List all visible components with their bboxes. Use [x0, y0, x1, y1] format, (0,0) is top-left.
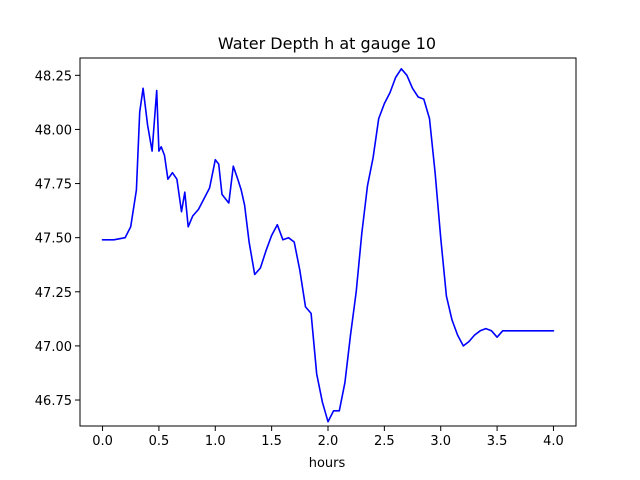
x-tick-label: 2.0 — [318, 434, 339, 449]
y-tick-label: 47.50 — [35, 232, 72, 247]
y-tick-label: 48.00 — [35, 123, 72, 138]
y-tick-label: 47.00 — [35, 340, 72, 355]
x-tick-label: 3.5 — [487, 434, 508, 449]
x-tick-label: 1.0 — [205, 434, 226, 449]
x-tick-label: 4.0 — [543, 434, 564, 449]
x-tick-label: 0.5 — [149, 434, 170, 449]
x-axis-label: hours — [309, 456, 346, 471]
y-tick-label: 46.75 — [35, 394, 72, 409]
chart-title: Water Depth h at gauge 10 — [218, 34, 436, 53]
x-tick-label: 3.0 — [430, 434, 451, 449]
y-tick-label: 47.25 — [35, 286, 72, 301]
y-tick-label: 47.75 — [35, 178, 72, 193]
y-tick-label: 48.25 — [35, 69, 72, 84]
x-tick-label: 0.0 — [92, 434, 113, 449]
plot-frame — [79, 57, 577, 427]
x-tick-label: 1.5 — [261, 434, 282, 449]
x-tick-label: 2.5 — [374, 434, 395, 449]
plot-area: 0.0 0.5 1.0 1.5 2.0 2.5 3.0 3.5 4.0 46.75 47.00 47.… — [35, 57, 577, 449]
series-line — [101, 68, 555, 423]
